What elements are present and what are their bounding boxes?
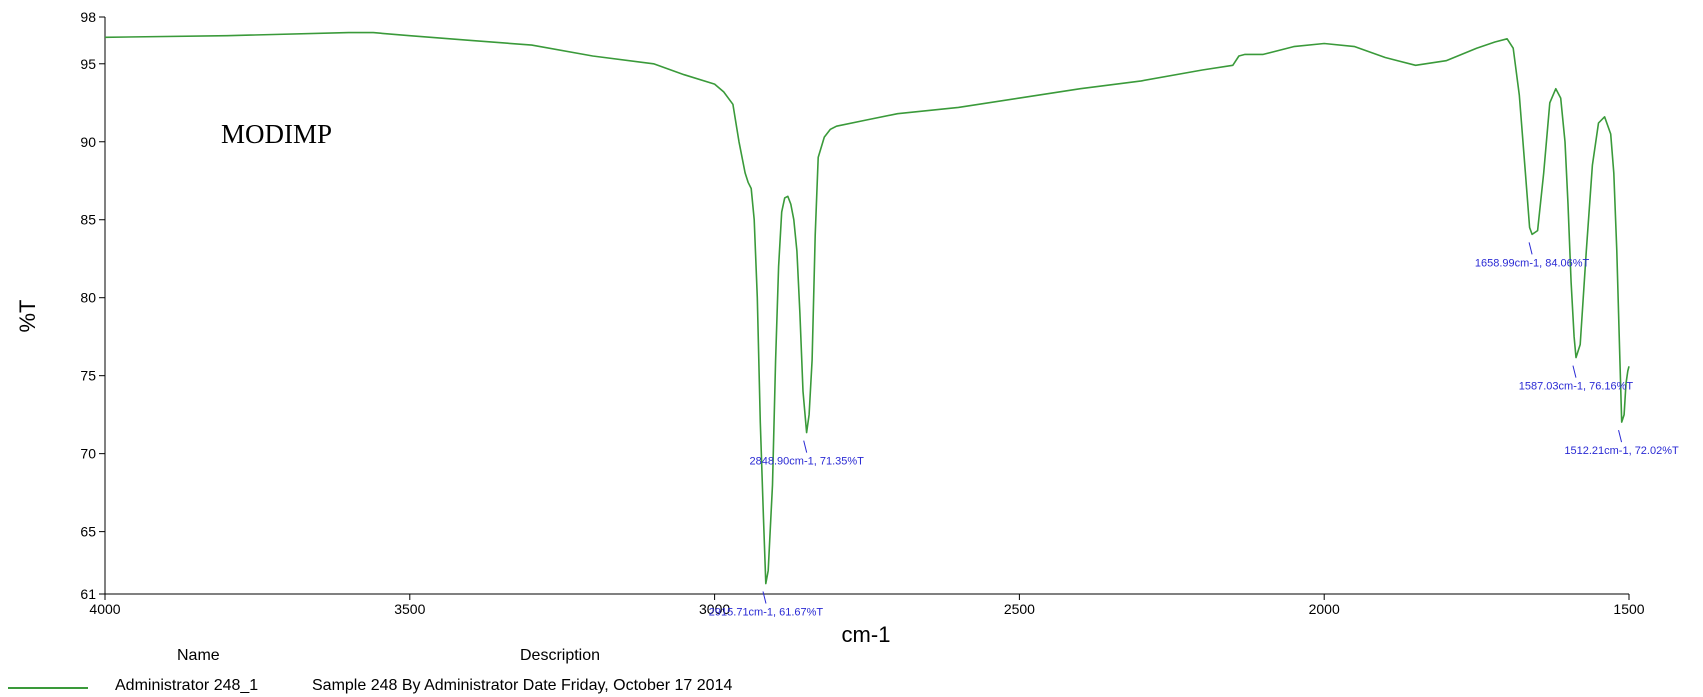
y-tick-label: 98 bbox=[80, 9, 96, 25]
peak-marker bbox=[803, 440, 808, 453]
peak-marker bbox=[1528, 242, 1533, 255]
peak-label: 2915.71cm-1, 61.67%T bbox=[709, 607, 824, 619]
peak-marker bbox=[1618, 430, 1623, 443]
y-axis-title: %T bbox=[15, 300, 40, 333]
chart-axes: 61 65 70 75 80 85 90 95 98 4000 3500 3000 2500 2000 15… bbox=[80, 9, 1644, 617]
legend-description-header: Description bbox=[520, 647, 601, 664]
y-tick-label: 85 bbox=[80, 212, 96, 228]
series-line bbox=[104, 31, 1630, 585]
legend-row-name: Administrator 248_1 bbox=[115, 677, 259, 694]
peak-labels: 2915.71cm-1, 61.67%T 2848.90cm-1, 71.35%T… bbox=[709, 242, 1679, 619]
peak-marker bbox=[1572, 365, 1577, 378]
y-tick-label: 80 bbox=[80, 290, 96, 306]
legend-row-description: Sample 248 By Administrator Date Friday,… bbox=[312, 677, 733, 694]
peak-label: 1587.03cm-1, 76.16%T bbox=[1519, 381, 1634, 393]
peak-label: 2848.90cm-1, 71.35%T bbox=[750, 456, 865, 468]
y-tick-label: 70 bbox=[80, 446, 96, 462]
chart-annotation: MODIMP bbox=[221, 119, 332, 149]
x-tick-label: 4000 bbox=[89, 601, 120, 617]
series-layer bbox=[104, 31, 1630, 585]
y-tick-label: 61 bbox=[80, 586, 96, 602]
x-tick-label: 1500 bbox=[1613, 601, 1644, 617]
x-axis-title: cm-1 bbox=[842, 622, 891, 647]
x-tick-label: 3000 bbox=[699, 601, 730, 617]
x-tick-label: 2500 bbox=[1004, 601, 1035, 617]
x-tick-label: 2000 bbox=[1309, 601, 1340, 617]
legend-name-header: Name bbox=[177, 647, 220, 664]
y-tick-label: 95 bbox=[80, 56, 96, 72]
peak-label: 1658.99cm-1, 84.06%T bbox=[1475, 257, 1590, 269]
x-tick-label: 3500 bbox=[394, 601, 425, 617]
peak-label: 1512.21cm-1, 72.02%T bbox=[1564, 445, 1679, 457]
legend-line-swatch bbox=[8, 687, 88, 689]
y-tick-label: 90 bbox=[80, 134, 96, 150]
y-tick-label: 75 bbox=[80, 368, 96, 384]
y-tick-label: 65 bbox=[80, 524, 96, 540]
peak-marker bbox=[762, 591, 767, 604]
